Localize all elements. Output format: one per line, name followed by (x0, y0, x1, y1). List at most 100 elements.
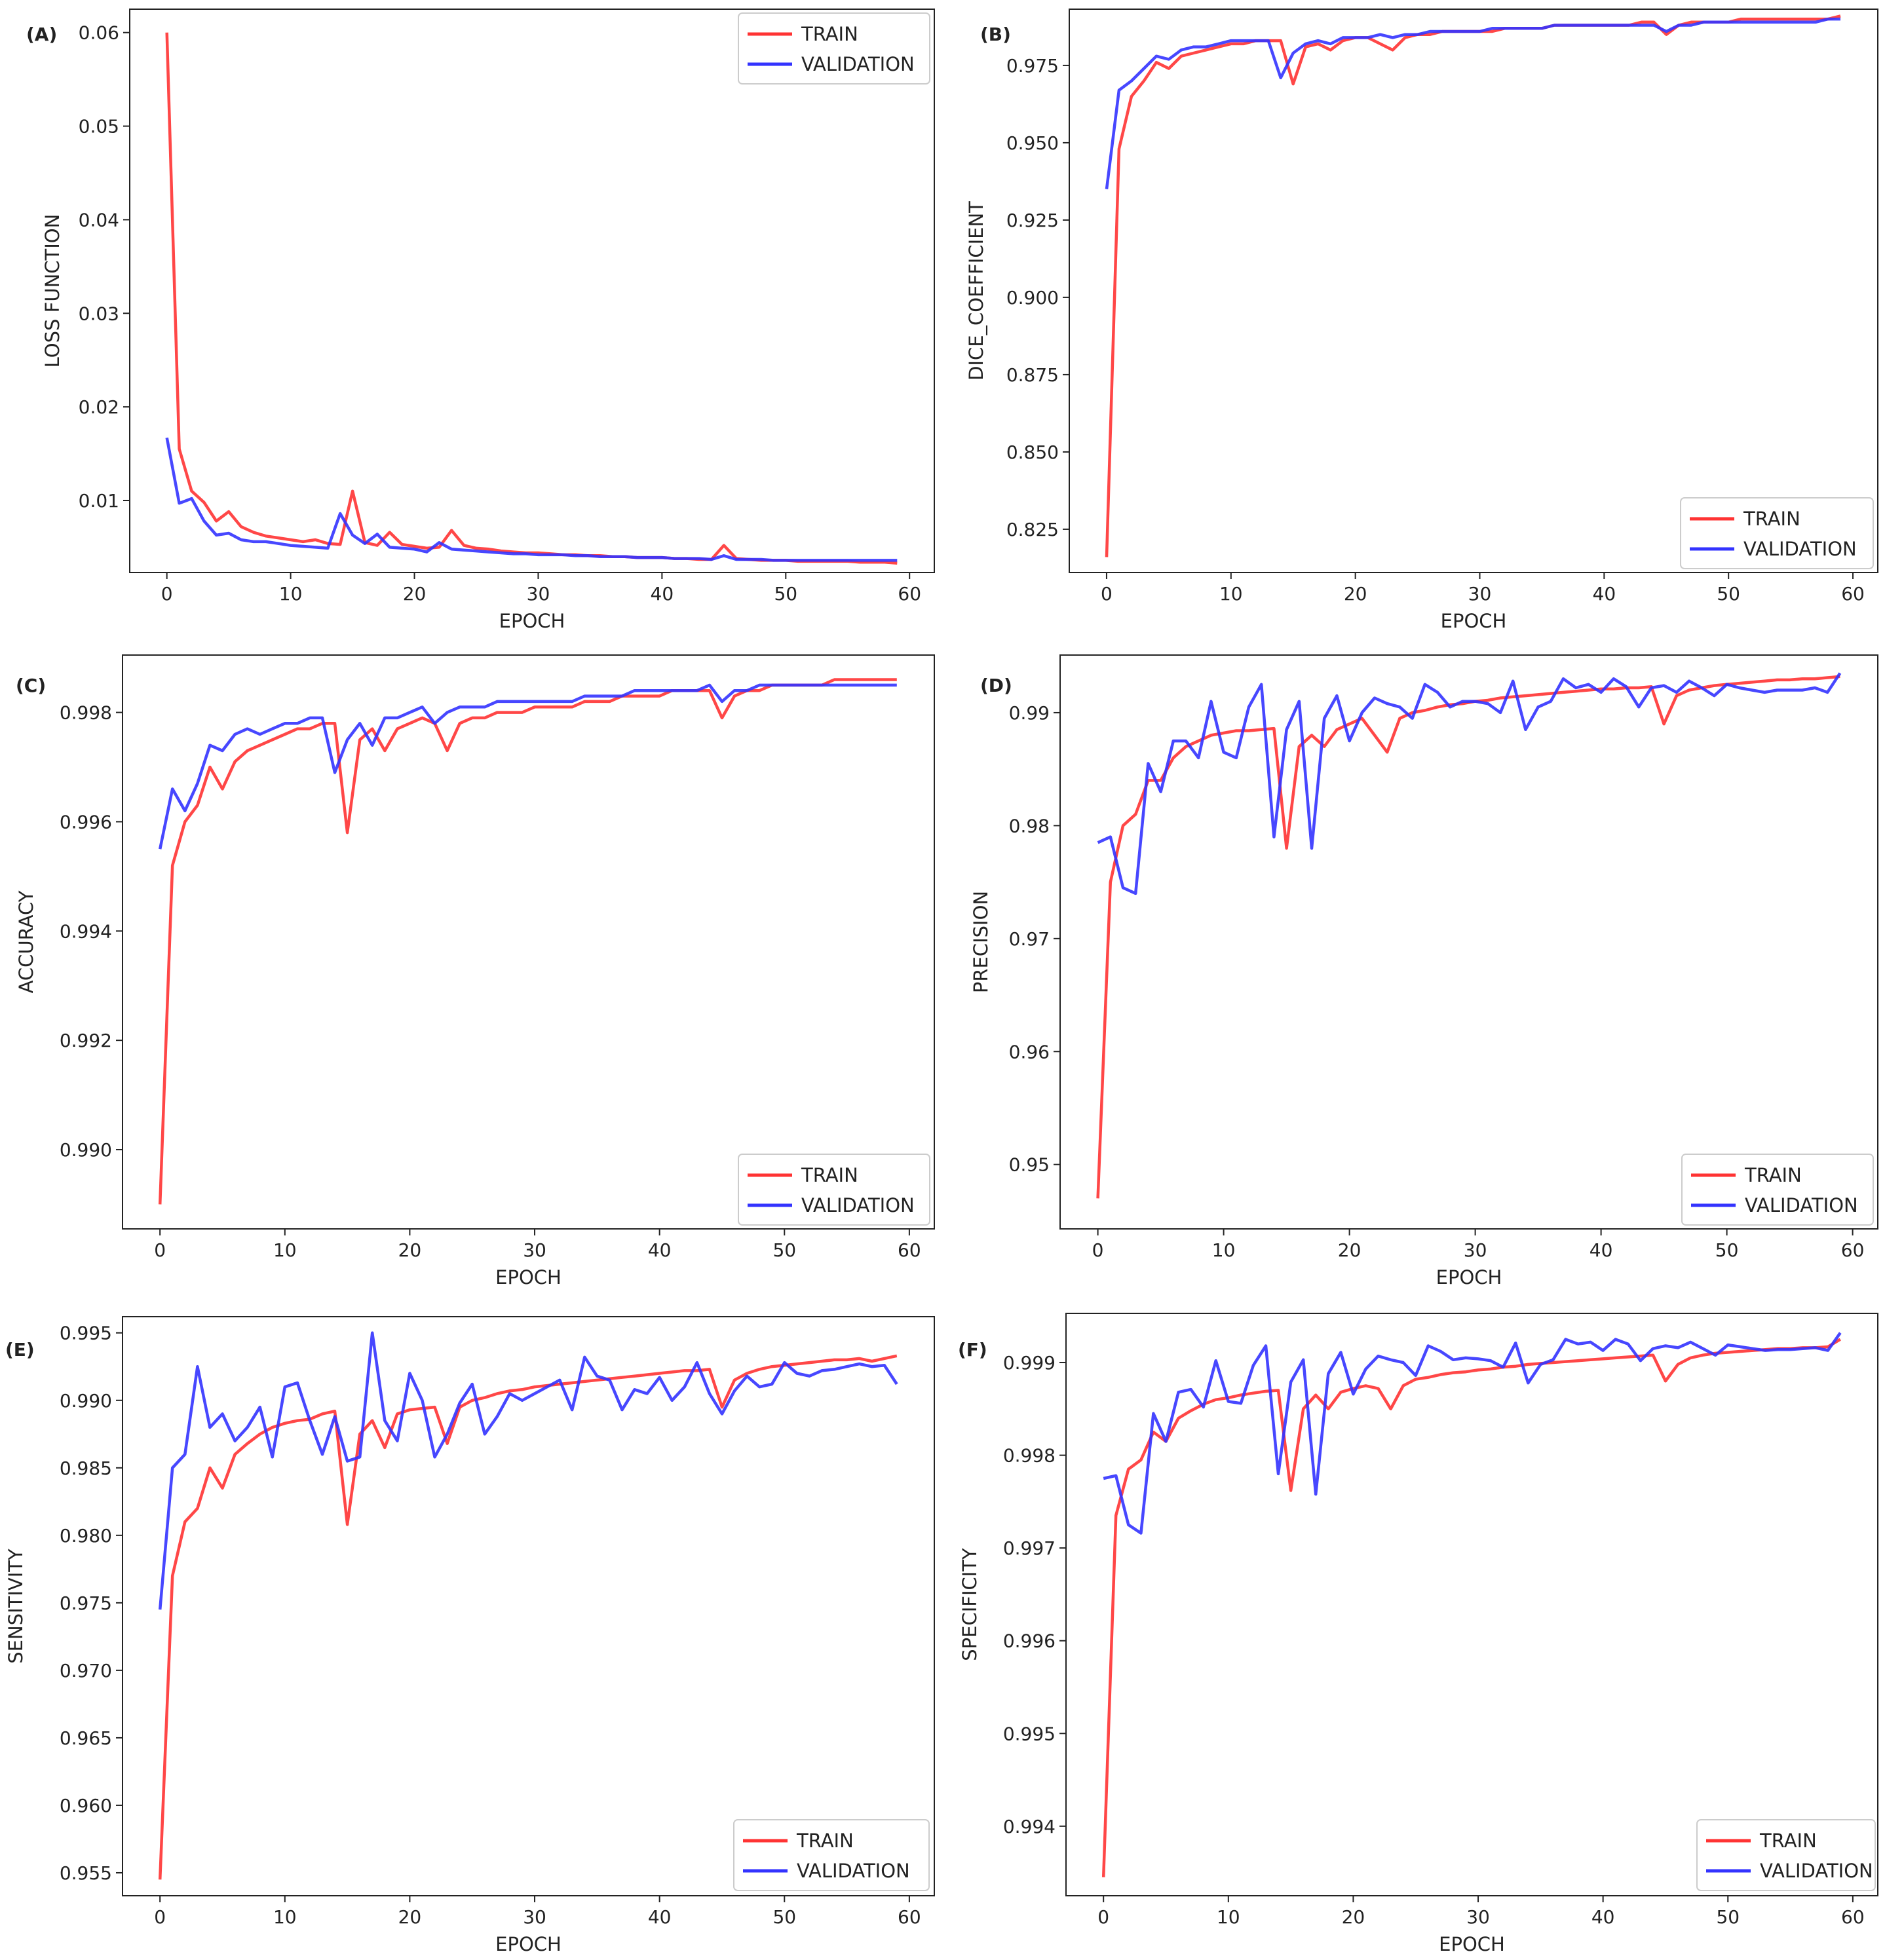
y-tick-label: 0.960 (60, 1795, 112, 1816)
x-tick-label: 20 (1342, 1906, 1365, 1928)
legend: TRAIN VALIDATION (738, 12, 930, 85)
x-tick-label: 10 (1219, 583, 1243, 605)
panel-label: (B) (980, 24, 1011, 45)
x-tick-label: 10 (279, 583, 303, 605)
y-tick-label: 0.970 (60, 1660, 112, 1682)
x-tick-label: 10 (1217, 1906, 1240, 1928)
y-tick-label: 0.997 (1003, 1537, 1056, 1559)
legend-label-validation: VALIDATION (1743, 538, 1857, 560)
x-tick-label: 10 (273, 1239, 297, 1261)
legend-label-validation: VALIDATION (1745, 1194, 1858, 1216)
x-tick-label: 20 (1338, 1239, 1361, 1261)
x-tick-label: 60 (898, 1906, 921, 1928)
legend-label-validation: VALIDATION (797, 1860, 910, 1882)
x-tick-label: 0 (1097, 1906, 1109, 1928)
y-tick-label: 0.998 (1003, 1445, 1056, 1467)
y-axis-title: ACCURACY (15, 890, 37, 993)
y-tick-label: 0.875 (1006, 364, 1059, 386)
series-line-validation (1105, 17, 1840, 189)
chart-panel-c: 0 10 20 30 40 50 60 0.990 0.992 0.994 0.996 0.998 EP… (15, 654, 935, 1288)
y-tick-label: 0.01 (79, 490, 119, 512)
panel-label: (E) (5, 1339, 35, 1361)
x-tick-label: 60 (1841, 1906, 1865, 1928)
y-tick-label: 0.950 (1006, 132, 1059, 154)
panel-label: (F) (958, 1339, 987, 1361)
x-tick-label: 0 (154, 1239, 166, 1261)
legend-label-validation: VALIDATION (1760, 1860, 1873, 1882)
y-axis-title: LOSS FUNCTION (41, 214, 64, 368)
legend-box (1681, 1154, 1874, 1226)
legend: TRAIN VALIDATION (738, 1154, 930, 1226)
y-tick-label: 0.925 (1006, 210, 1059, 231)
legend-box (733, 1819, 930, 1891)
x-tick-label: 30 (523, 1239, 546, 1261)
x-tick-label: 20 (403, 583, 427, 605)
x-tick-label: 20 (398, 1239, 422, 1261)
chart-panel-d: 0 10 20 30 40 50 60 0.95 0.96 0.97 0.98 0.99 EPOCH PR… (970, 654, 1878, 1288)
y-tick-label: 0.992 (60, 1030, 112, 1051)
x-tick-label: 50 (1716, 1906, 1740, 1928)
series-line-train (1101, 1338, 1841, 1877)
x-tick-label: 0 (161, 583, 173, 605)
legend-box (1696, 1819, 1876, 1891)
x-axis-title: EPOCH (1441, 610, 1507, 632)
chart-panel-e: 0 10 20 30 40 50 60 0.955 0.960 0.965 0.970 0.975 0.… (5, 1316, 935, 1955)
x-tick-label: 60 (898, 1239, 921, 1261)
x-tick-label: 20 (398, 1906, 422, 1928)
x-tick-label: 30 (1466, 1906, 1490, 1928)
x-axis-title: EPOCH (495, 1933, 562, 1955)
legend: TRAIN VALIDATION (1681, 1154, 1874, 1226)
y-tick-label: 0.95 (1009, 1154, 1050, 1176)
series-line-train (1105, 14, 1841, 557)
x-tick-label: 40 (1593, 583, 1616, 605)
y-axis-title: DICE_COEFFICIENT (965, 201, 987, 381)
y-tick-label: 0.03 (79, 303, 119, 324)
x-tick-label: 30 (1468, 583, 1492, 605)
y-tick-label: 0.850 (1006, 442, 1059, 463)
panel-label: (D) (980, 675, 1012, 696)
y-tick-label: 0.998 (60, 702, 112, 724)
y-tick-label: 0.975 (1006, 55, 1059, 77)
plot-frame (129, 9, 935, 573)
chart-panel-b: 0 10 20 30 40 50 60 0.825 0.850 0.875 0.900 0.925 0.… (965, 9, 1878, 632)
chart-panel-f: 0 10 20 30 40 50 60 0.994 0.995 0.996 0.997 0.998 0.… (958, 1313, 1878, 1955)
x-axis-title: EPOCH (1439, 1933, 1505, 1955)
legend-box (738, 1154, 930, 1226)
x-tick-label: 60 (1841, 1239, 1865, 1261)
x-axis-title: EPOCH (1436, 1266, 1502, 1288)
x-tick-label: 50 (1715, 1239, 1739, 1261)
x-tick-label: 0 (1101, 583, 1113, 605)
y-tick-label: 0.996 (1003, 1630, 1056, 1652)
plot-frame (1065, 1313, 1878, 1896)
y-tick-label: 0.994 (60, 920, 112, 942)
panel-label: (A) (26, 24, 57, 45)
legend-label-validation: VALIDATION (801, 53, 915, 75)
x-tick-label: 40 (651, 583, 674, 605)
y-axis-title: SPECIFICITY (959, 1548, 981, 1661)
y-tick-label: 0.97 (1009, 928, 1050, 950)
x-tick-label: 50 (772, 1906, 796, 1928)
y-tick-label: 0.999 (1003, 1352, 1056, 1374)
y-tick-label: 0.825 (1006, 519, 1059, 540)
y-tick-label: 0.98 (1009, 815, 1050, 837)
y-tick-label: 0.05 (79, 116, 119, 138)
legend-label-train: TRAIN (801, 1164, 858, 1186)
legend-label-train: TRAIN (1759, 1830, 1817, 1852)
x-tick-label: 10 (1212, 1239, 1236, 1261)
legend: TRAIN VALIDATION (1680, 497, 1874, 569)
y-tick-label: 0.965 (60, 1727, 112, 1749)
x-tick-label: 60 (898, 583, 921, 605)
series-line-validation (1103, 1332, 1842, 1535)
x-tick-label: 50 (774, 583, 797, 605)
x-tick-label: 40 (648, 1239, 672, 1261)
x-tick-label: 40 (1590, 1239, 1613, 1261)
series-line-validation (158, 1331, 898, 1610)
y-tick-label: 0.975 (60, 1592, 112, 1614)
series-line-train (158, 1354, 898, 1880)
y-tick-label: 0.990 (60, 1390, 112, 1412)
legend-box (1680, 497, 1874, 569)
legend: TRAIN VALIDATION (733, 1819, 930, 1891)
y-tick-label: 0.96 (1009, 1041, 1050, 1063)
y-tick-label: 0.06 (79, 22, 119, 44)
